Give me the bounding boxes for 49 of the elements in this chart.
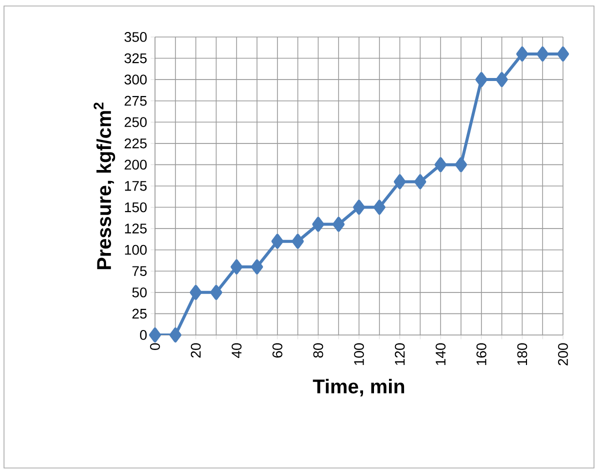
y-tick-label: 225	[124, 138, 147, 148]
x-tick-label: 200	[558, 343, 568, 366]
point	[496, 72, 508, 88]
y-tick-label: 325	[124, 53, 147, 64]
y-tick-label: 300	[124, 74, 147, 84]
x-tick-label: 180	[517, 343, 528, 365]
point	[230, 259, 243, 274]
point	[557, 46, 570, 62]
y-tick-label: 150	[125, 202, 147, 212]
point	[475, 72, 488, 88]
point	[169, 327, 182, 342]
point	[373, 200, 386, 215]
point	[536, 46, 549, 62]
point	[190, 284, 202, 300]
y-tick-label: 200	[124, 160, 147, 170]
x-tick-label: 20	[190, 343, 201, 358]
y-tick-label: 275	[124, 96, 147, 106]
y-tick-label: 0	[140, 330, 147, 340]
y-tick-label: 175	[125, 181, 147, 191]
x-tick-label: 160	[476, 343, 486, 365]
x-tick-label: 120	[394, 343, 405, 365]
x-tick-label: 60	[272, 343, 282, 358]
y-tick-label: 75	[132, 266, 147, 276]
y-tick-label: 100	[125, 244, 147, 255]
x-tick-label: 100	[354, 343, 364, 365]
x-tick-label: 140	[436, 343, 446, 365]
y-tick-label: 50	[132, 287, 147, 298]
x-tick-label: 80	[313, 343, 324, 358]
point	[312, 216, 324, 232]
point	[210, 284, 222, 300]
y-tick-label: 25	[132, 308, 147, 319]
point	[271, 234, 284, 249]
point	[292, 234, 304, 249]
x-tick-label: 0	[150, 343, 160, 350]
y-tick-label: 250	[124, 117, 147, 128]
point	[149, 327, 162, 342]
y-axis-title: Pressure, kgf/cm$^{2}$	[94, 102, 116, 270]
point	[455, 157, 468, 172]
y-tick-label: 125	[125, 224, 147, 234]
x-tick-label: 40	[232, 343, 242, 358]
y-tick-label: 350	[124, 32, 147, 42]
x-axis-title: Time, min	[312, 378, 404, 396]
point	[353, 200, 366, 215]
point	[434, 157, 447, 172]
point	[414, 174, 426, 190]
point	[394, 174, 406, 190]
point	[251, 259, 264, 274]
point	[516, 46, 528, 62]
point	[332, 216, 345, 232]
